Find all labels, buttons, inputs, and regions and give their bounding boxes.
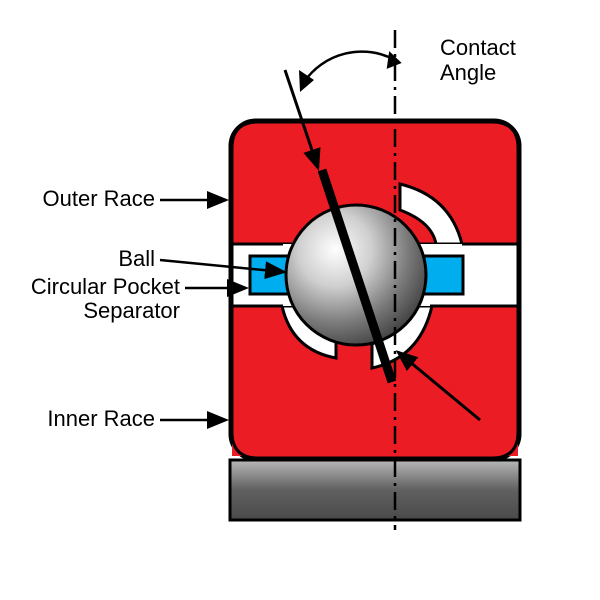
contact-angle-label-1: Contact [440, 35, 516, 60]
ball-label: Ball [118, 246, 155, 271]
separator-label-2: Separator [83, 298, 180, 323]
separator-label-1: Circular Pocket [31, 274, 180, 299]
bearing-diagram: Contact Angle Outer Race Ball Circular P… [0, 0, 600, 600]
angle-arc [304, 52, 395, 82]
inner-race-label: Inner Race [47, 406, 155, 431]
outer-race-label: Outer Race [43, 186, 156, 211]
contact-angle-label-2: Angle [440, 60, 496, 85]
shaft [230, 460, 520, 520]
